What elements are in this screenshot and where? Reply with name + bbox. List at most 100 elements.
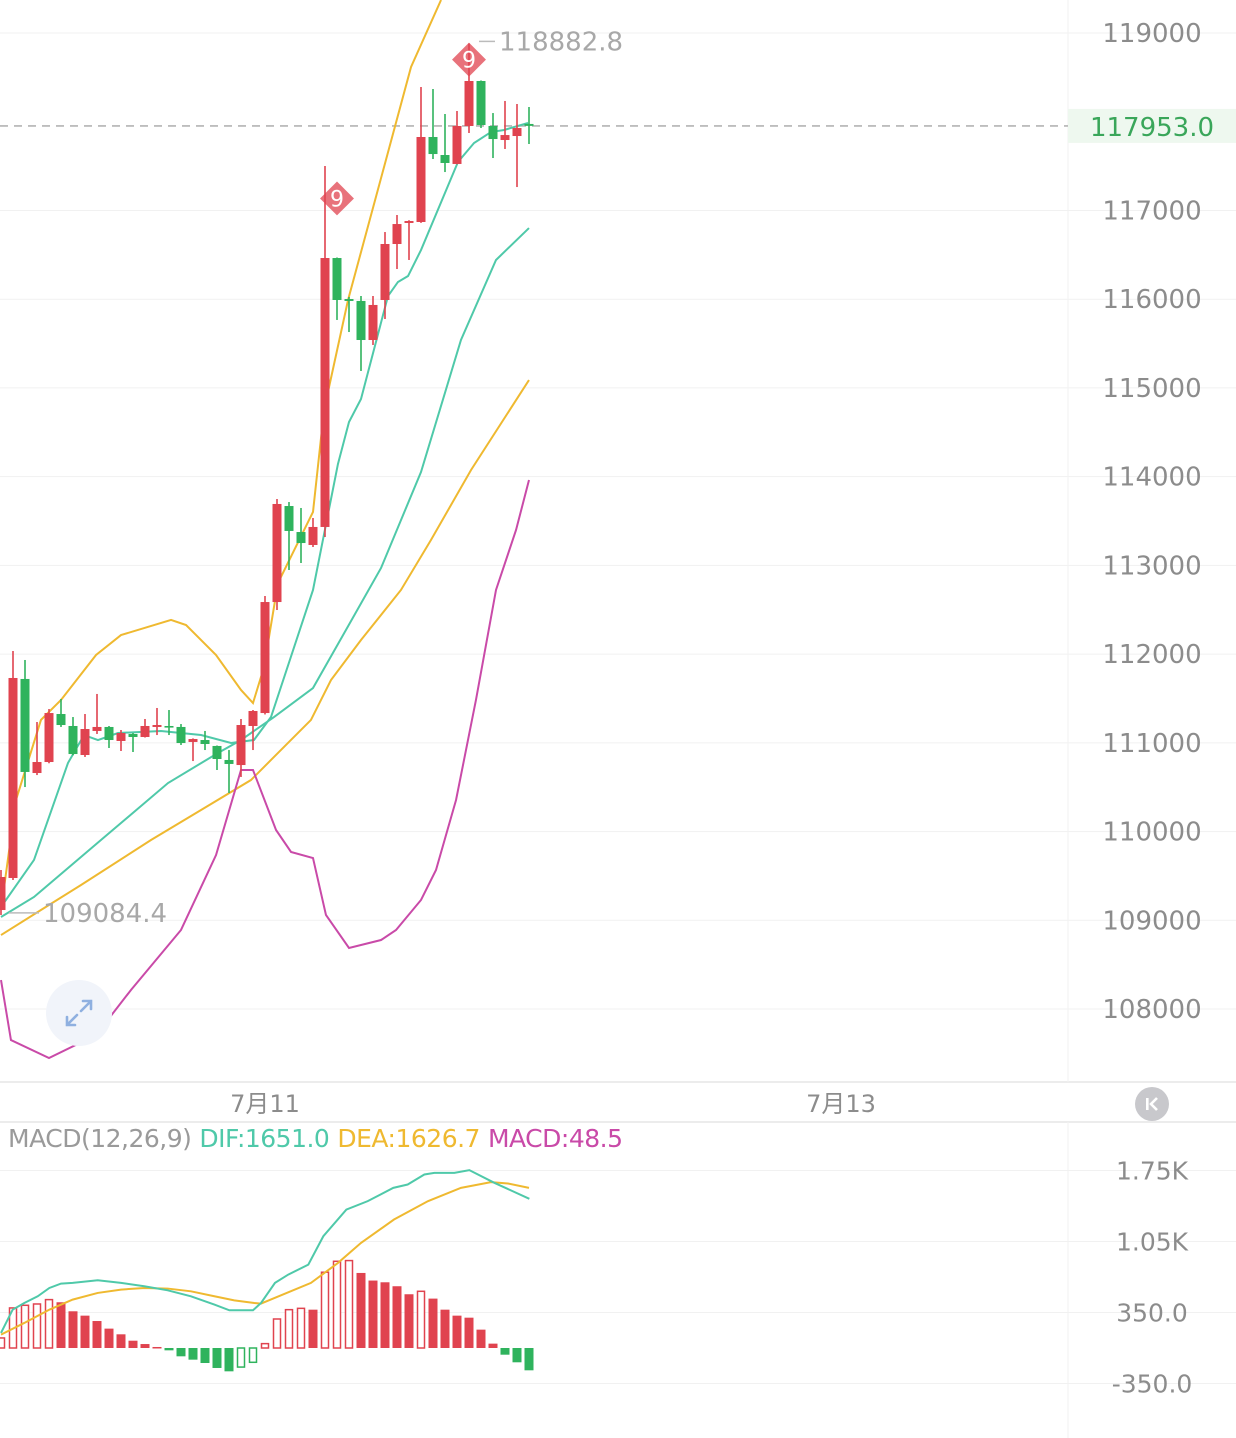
line-magenta — [0, 479, 530, 1060]
candle-body — [344, 299, 354, 301]
macd-bar — [44, 1298, 54, 1349]
macd-bar — [320, 1271, 330, 1349]
macd-legend: MACD(12,26,9) DIF:1651.0 DEA:1626.7 MACD:48… — [8, 1124, 630, 1153]
macd-bar — [68, 1311, 78, 1348]
macd-bar — [80, 1315, 90, 1348]
macd-bar — [224, 1348, 234, 1372]
price-tick-label: 114000 — [1102, 463, 1201, 493]
macd-legend-macd: MACD:48.5 — [487, 1124, 623, 1153]
candle-body — [404, 221, 414, 223]
macd-bar — [344, 1259, 354, 1349]
time-tick-label: 7月11 — [230, 1090, 300, 1118]
price-tick-label: 117000 — [1102, 196, 1201, 226]
macd-bar — [368, 1280, 378, 1348]
price-tick-label: 115000 — [1102, 374, 1201, 404]
macd-bar — [212, 1348, 222, 1368]
expand-arrows-icon — [65, 999, 93, 1027]
macd-bar — [260, 1342, 270, 1349]
candle-body — [68, 725, 78, 755]
macd-bar — [140, 1344, 150, 1348]
current-price-badge — [1068, 108, 1236, 143]
signal-marker — [320, 181, 354, 216]
candle-body — [92, 726, 102, 731]
price-tick-label: 113000 — [1102, 551, 1201, 581]
candle-body — [380, 244, 390, 300]
candle-body — [56, 714, 66, 726]
macd-panel — [0, 1169, 534, 1372]
signal-marker-label: 9 — [462, 49, 476, 74]
line-slow — [0, 227, 530, 918]
price-tick-label: 109000 — [1102, 906, 1201, 936]
line-fast — [0, 122, 529, 908]
candle-body — [236, 725, 246, 766]
macd-bar — [332, 1260, 342, 1349]
candle-body — [0, 877, 6, 911]
candle-body — [440, 155, 450, 163]
macd-bar — [404, 1294, 414, 1348]
collapse-button[interactable] — [1135, 1087, 1169, 1121]
candle-body — [260, 602, 270, 714]
candle-body — [212, 745, 222, 759]
current-price-label: 117953.0 — [1090, 113, 1214, 143]
macd-bar — [248, 1347, 258, 1364]
candle-body — [224, 759, 234, 764]
macd-bar — [32, 1303, 42, 1349]
macd-tick-label: 1.75K — [1116, 1157, 1189, 1186]
candle-body — [392, 224, 402, 245]
candle-body — [368, 304, 378, 341]
price-tick-label: 108000 — [1102, 995, 1201, 1025]
price-tick-label: 119000 — [1102, 19, 1201, 49]
macd-bar — [440, 1309, 450, 1348]
signal-marker-label: 9 — [330, 187, 344, 212]
high-price-label: 118882.8 — [499, 27, 623, 57]
macd-bar — [176, 1348, 186, 1357]
candle-body — [428, 136, 438, 155]
candle-body — [464, 81, 474, 126]
candle-body — [32, 762, 42, 774]
candle-body — [8, 677, 18, 878]
candle-body — [476, 81, 486, 126]
candle-body — [488, 125, 498, 140]
candle-body — [128, 733, 138, 737]
macd-bar — [164, 1348, 174, 1351]
candle-body — [332, 258, 342, 300]
macd-bar — [128, 1340, 138, 1348]
expand-button[interactable] — [46, 980, 112, 1046]
macd-bar — [188, 1348, 198, 1360]
macd-bar — [116, 1334, 126, 1348]
candle-body — [284, 506, 294, 531]
macd-bar — [308, 1309, 318, 1348]
macd-bar — [284, 1308, 294, 1349]
macd-bar — [512, 1348, 522, 1363]
price-tick-label: 116000 — [1102, 285, 1201, 315]
macd-bar — [356, 1272, 366, 1348]
macd-tick-label: -350.0 — [1112, 1369, 1193, 1398]
macd-bar — [392, 1286, 402, 1348]
macd-tick-label: 1.05K — [1116, 1228, 1189, 1257]
macd-bar — [428, 1298, 438, 1348]
macd-bar — [272, 1318, 282, 1349]
macd-bar — [200, 1348, 210, 1364]
macd-legend-dif: DIF:1651.0 — [199, 1124, 330, 1153]
annotations: 118882.8 109084.4 9 9 — [9, 27, 623, 929]
candle-body — [44, 713, 54, 763]
candle-body — [320, 258, 330, 527]
candle-body — [140, 725, 150, 737]
double-chevron-left-icon — [1146, 1097, 1158, 1111]
macd-bar — [152, 1346, 162, 1349]
candle-body — [296, 532, 306, 544]
macd-bar — [236, 1347, 246, 1368]
macd-tick-label: 350.0 — [1116, 1299, 1188, 1328]
macd-bar — [380, 1282, 390, 1348]
candle-body — [104, 726, 114, 741]
price-tick-label: 110000 — [1102, 818, 1201, 848]
macd-bar — [500, 1348, 510, 1355]
line-lower — [0, 379, 530, 936]
macd-legend-dea: DEA:1626.7 — [337, 1124, 480, 1153]
axes: 119000 117000 116000 115000 114000 113000 1120… — [230, 19, 1236, 1398]
macd-bar — [416, 1290, 426, 1349]
price-tick-label: 111000 — [1102, 729, 1201, 759]
macd-bar — [464, 1317, 474, 1348]
